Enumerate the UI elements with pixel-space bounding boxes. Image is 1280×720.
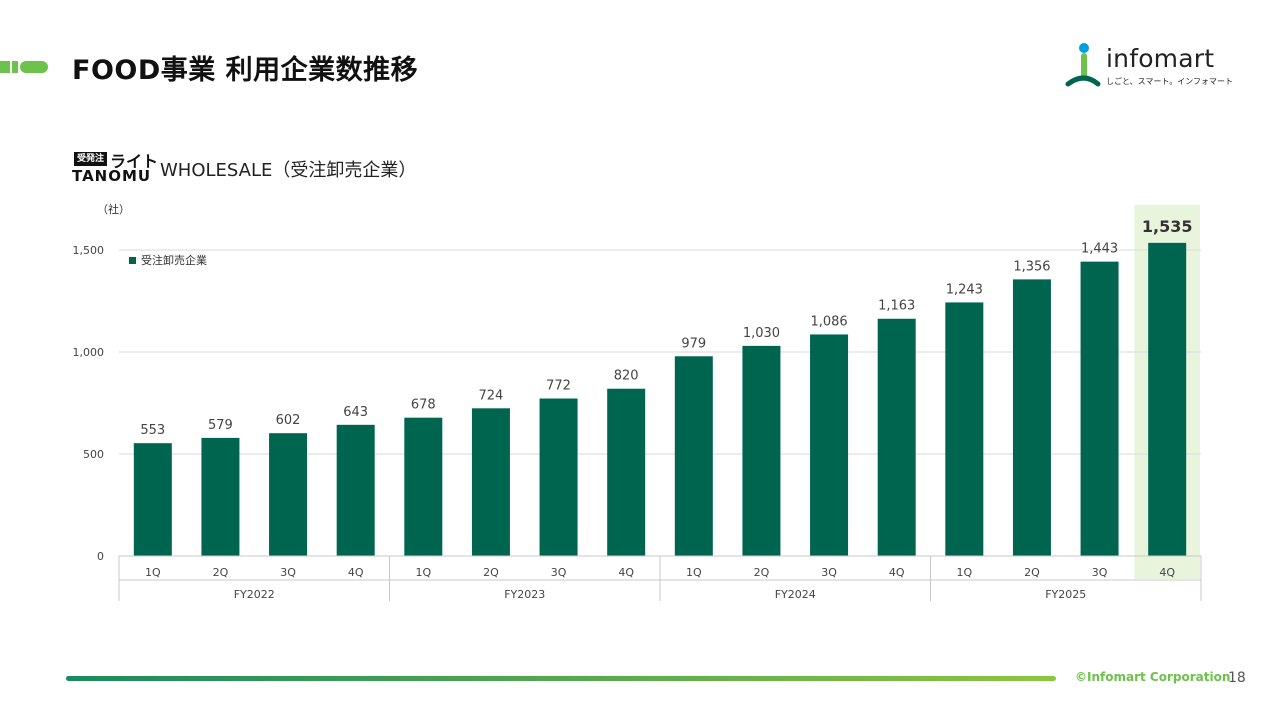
bar [742,345,781,556]
x-tick-label: 1Q [145,566,161,579]
bar [133,443,172,556]
bar [1080,261,1119,556]
bar [471,408,510,556]
x-tick-label: 2Q [754,566,770,579]
x-tick-label: 3Q [821,566,837,579]
bar [269,433,308,556]
brand-badge: 受発注 [74,152,108,166]
data-label: 1,086 [810,314,847,329]
x-tick-label: 4Q [618,566,634,579]
data-label: 643 [343,405,368,420]
data-label: 724 [479,388,504,403]
chart-title: WHOLESALE（受注卸売企業） [160,160,417,181]
x-tick-label: 1Q [956,566,972,579]
data-label: 1,443 [1081,242,1118,257]
x-tick-label: 2Q [213,566,229,579]
brand-name: TANOMU [72,167,152,185]
fiscal-year-label: FY2025 [1045,588,1086,601]
bar [810,334,849,556]
data-label: 1,243 [946,282,983,297]
data-label: 1,163 [878,299,915,314]
bar [201,437,240,556]
page-number: 18 [1228,670,1246,686]
bar [404,417,443,556]
y-tick-label: 1,000 [73,346,105,359]
fiscal-year-label: FY2022 [234,588,275,601]
bar [945,302,984,556]
logo-wordmark: infomart [1106,44,1215,73]
x-tick-label: 4Q [889,566,905,579]
infomart-logo: infomart しごと、スマート。インフォマート [1064,40,1233,90]
y-tick-label: 0 [97,550,104,563]
legend-swatch [129,257,136,264]
x-tick-label: 1Q [686,566,702,579]
x-tick-label: 2Q [483,566,499,579]
page-title: FOOD事業 利用企業数推移 [72,55,419,86]
data-label: 820 [614,369,639,384]
data-label: 979 [681,336,706,351]
x-tick-label: 3Q [551,566,567,579]
x-tick-label: 4Q [1159,566,1175,579]
x-tick-label: 1Q [415,566,431,579]
fiscal-year-label: FY2024 [775,588,816,601]
y-tick-label: 500 [83,448,104,461]
bar [1148,242,1187,557]
bar [877,318,916,556]
bar [607,388,646,556]
data-label: 678 [411,398,436,413]
data-label: 1,356 [1013,259,1050,274]
x-tick-label: 2Q [1024,566,1040,579]
data-label: 553 [140,423,165,438]
y-tick-label: 1,500 [73,244,105,257]
fiscal-year-label: FY2023 [504,588,545,601]
legend-label: 受注卸売企業 [141,253,207,267]
data-label: 1,030 [743,326,780,341]
y-axis-unit: （社） [97,203,130,216]
data-label: 772 [546,379,571,394]
title-accent-mark [0,61,48,73]
copyright-text: ©Infomart Corporation [1075,670,1231,684]
bar [674,356,713,556]
brand-lite-label: ライト [110,152,159,171]
bar [336,424,375,556]
tanomu-brand-logo: 受発注 ライト TANOMU [72,150,162,186]
person-figure-icon [1065,43,1101,87]
x-tick-label: 3Q [1092,566,1108,579]
bar [539,398,578,556]
footer-gradient-bar [66,676,1056,681]
bar [1012,279,1051,556]
data-label-highlight: 1,535 [1142,217,1193,236]
data-label: 579 [208,418,233,433]
x-tick-label: 3Q [280,566,296,579]
data-label: 602 [276,413,301,428]
x-tick-label: 4Q [348,566,364,579]
logo-tagline: しごと、スマート。インフォマート [1106,77,1234,86]
